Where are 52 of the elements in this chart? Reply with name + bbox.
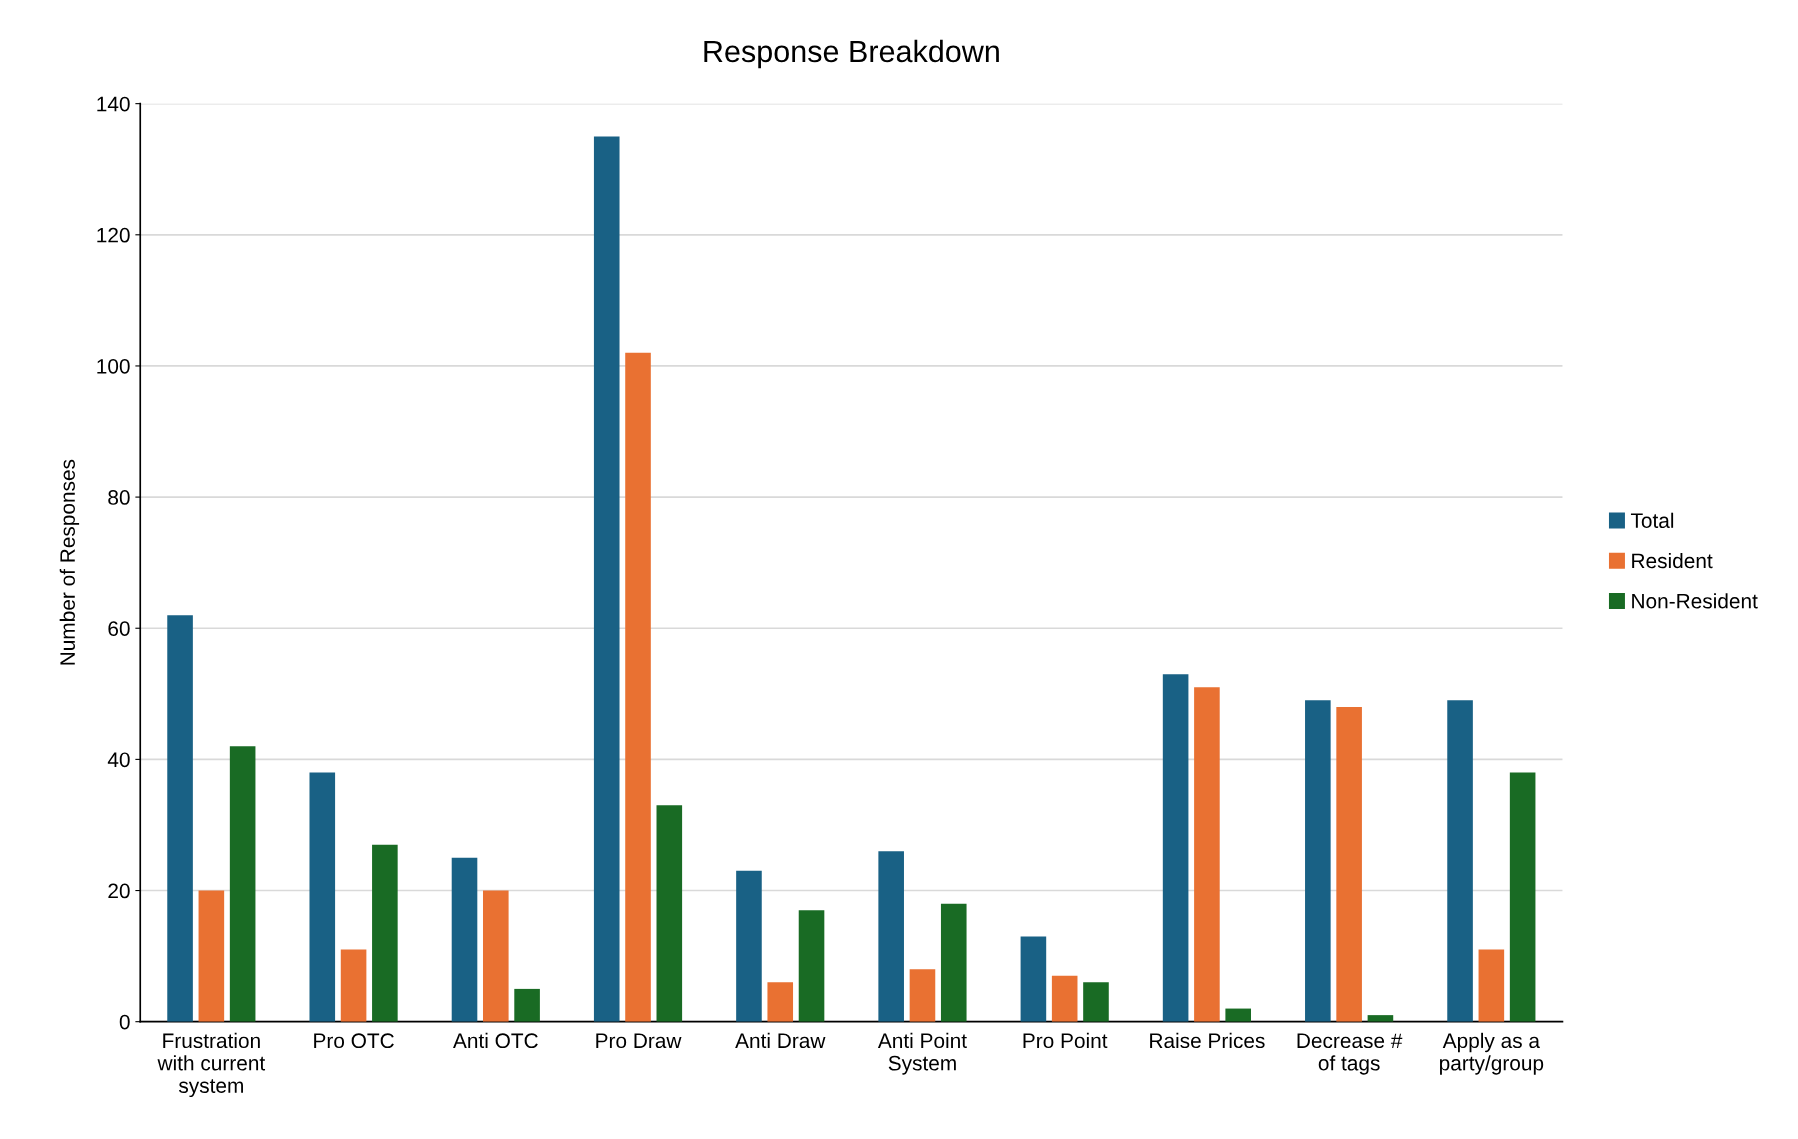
bar — [198, 890, 225, 1022]
bar — [656, 805, 683, 1022]
y-axis-title: Number of Responses — [59, 459, 80, 665]
bar — [1478, 949, 1505, 1022]
bar — [878, 851, 904, 1022]
bar — [1162, 674, 1189, 1022]
bar — [767, 982, 794, 1022]
y-tick-label: 20 — [108, 883, 130, 899]
bar — [483, 890, 509, 1022]
x-tick-label: Pro OTC — [314, 1033, 394, 1049]
chart-title: Response Breakdown — [704, 39, 999, 69]
bar — [736, 870, 762, 1022]
bar — [167, 615, 193, 1022]
x-tick-label: Apply as a party/group — [1440, 1032, 1544, 1075]
x-tick-label: Pro Draw — [596, 1033, 682, 1049]
y-tick-label: 0 — [119, 1014, 130, 1030]
y-tick-label: 140 — [97, 96, 130, 112]
x-tick-label: Anti Draw — [735, 1032, 826, 1049]
x-tick-label: Pro Point — [1023, 1032, 1108, 1049]
bar — [1083, 982, 1109, 1022]
bar — [1447, 700, 1473, 1022]
bar — [1225, 1008, 1251, 1022]
bar — [1020, 936, 1047, 1022]
bar — [1305, 700, 1331, 1022]
bar — [1051, 975, 1078, 1022]
bar — [340, 949, 367, 1022]
legend-label: Total — [1630, 512, 1674, 528]
bar — [229, 746, 256, 1022]
bar — [798, 910, 825, 1022]
bar — [1194, 687, 1220, 1022]
legend-label: Resident — [1632, 552, 1713, 569]
legend-label: Non-Resident — [1632, 593, 1758, 609]
bar — [309, 772, 336, 1022]
x-tick-label: Decrease # of tags — [1297, 1033, 1403, 1075]
bar — [451, 857, 478, 1022]
y-tick-label: 80 — [108, 490, 130, 505]
x-tick-label: Raise Prices — [1150, 1032, 1265, 1049]
bar — [940, 903, 967, 1022]
x-tick-label: Anti OTC — [453, 1032, 538, 1049]
x-tick-label: Anti Point System — [877, 1032, 967, 1075]
y-tick-label: 40 — [107, 752, 130, 768]
bar — [372, 844, 398, 1022]
bar — [593, 136, 620, 1022]
bar — [625, 352, 651, 1022]
bar — [1336, 706, 1362, 1022]
y-tick-label: 100 — [97, 358, 130, 374]
x-tick-label: Frustration with current system — [157, 1032, 266, 1098]
y-tick-label: 60 — [108, 621, 130, 636]
bar — [909, 969, 936, 1022]
y-tick-label: 120 — [97, 227, 130, 243]
bar — [1509, 772, 1536, 1022]
bar — [514, 988, 540, 1022]
